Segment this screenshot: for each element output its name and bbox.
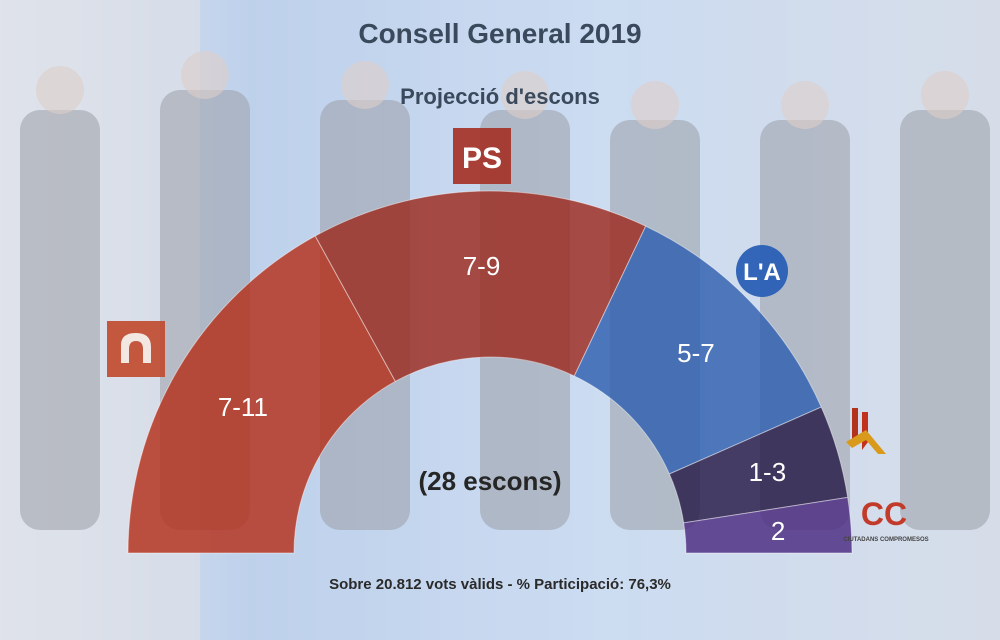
slice-4 [683,496,853,554]
chart-subtitle: Projecció d'escons [400,84,600,109]
ps-logo-text: PS [462,142,502,175]
slice-label-0: 7-11 [218,392,268,422]
chart-title: Consell General 2019 [358,18,642,49]
slice-label-3: 1-3 [749,457,787,487]
slice-2 [573,225,822,475]
cc-logo-subtext: CIUTADANS COMPROMESOS [843,537,928,543]
tercera-via-logo [846,408,886,454]
la-logo-text: L'A [743,259,781,286]
slice-label-group: 7-11 7-9 5-7 1-3 2 [218,251,786,546]
slice-1 [314,190,647,383]
la-logo: L'A [736,245,788,297]
slice-label-4: 2 [771,516,785,546]
slice-label-2: 5-7 [677,338,715,368]
total-seats-label: (28 escons) [418,466,561,496]
slice-label-1: 7-9 [463,251,501,281]
slice-0 [127,235,397,554]
da-logo [107,321,165,377]
ps-logo: PS [453,128,511,184]
cc-logo-text: CC [861,496,907,532]
slice-group [127,190,853,554]
ciutadans-compromesos-logo: CC CIUTADANS COMPROMESOS [843,496,928,543]
chart-footnote: Sobre 20.812 vots vàlids - % Participaci… [329,576,671,593]
